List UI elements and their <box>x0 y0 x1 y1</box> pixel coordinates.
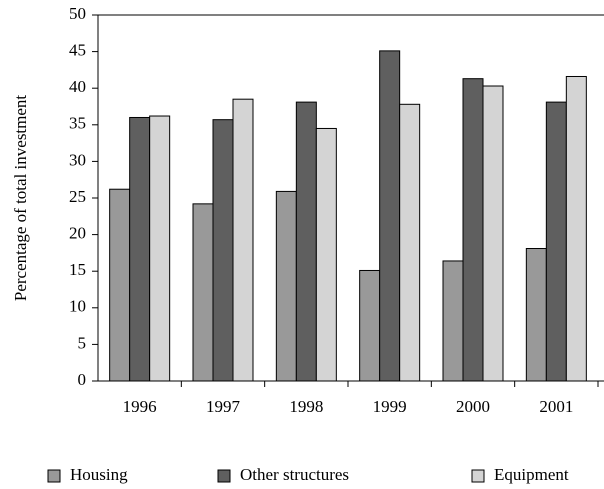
y-tick-label: 5 <box>78 333 87 352</box>
legend-label: Equipment <box>494 465 569 484</box>
bar <box>482 85 504 382</box>
bar <box>192 203 214 382</box>
legend-label: Housing <box>70 465 128 484</box>
bar <box>129 116 151 382</box>
bar <box>212 119 234 382</box>
y-tick-label: 15 <box>69 260 86 279</box>
bar <box>232 98 254 382</box>
legend-swatch <box>217 469 231 483</box>
y-tick-label: 20 <box>69 224 86 243</box>
y-tick-label: 50 <box>69 4 86 23</box>
x-tick-label: 1996 <box>123 397 157 416</box>
bar <box>379 50 401 382</box>
x-tick-label: 1998 <box>289 397 323 416</box>
legend-label: Other structures <box>240 465 349 484</box>
x-tick-label: 2000 <box>456 397 490 416</box>
y-tick-label: 45 <box>69 41 86 60</box>
x-tick-label: 2001 <box>539 397 573 416</box>
bar <box>442 260 464 382</box>
bar <box>399 103 421 382</box>
legend-swatch <box>47 469 61 483</box>
y-tick-label: 10 <box>69 297 86 316</box>
y-axis-label: Percentage of total investment <box>11 95 30 302</box>
bar <box>295 101 317 382</box>
y-tick-label: 25 <box>69 187 86 206</box>
bar <box>149 115 171 382</box>
y-tick-label: 35 <box>69 114 86 133</box>
bar <box>359 269 381 382</box>
bar <box>275 190 297 382</box>
bar <box>565 75 587 382</box>
bar <box>545 101 567 382</box>
y-tick-label: 0 <box>78 370 87 389</box>
bar <box>109 188 131 382</box>
x-tick-label: 1999 <box>373 397 407 416</box>
bar <box>525 248 547 382</box>
x-tick-label: 1997 <box>206 397 241 416</box>
bar <box>462 78 484 382</box>
bar <box>315 127 337 382</box>
y-tick-label: 30 <box>69 150 86 169</box>
y-tick-label: 40 <box>69 77 86 96</box>
legend-swatch <box>471 469 485 483</box>
